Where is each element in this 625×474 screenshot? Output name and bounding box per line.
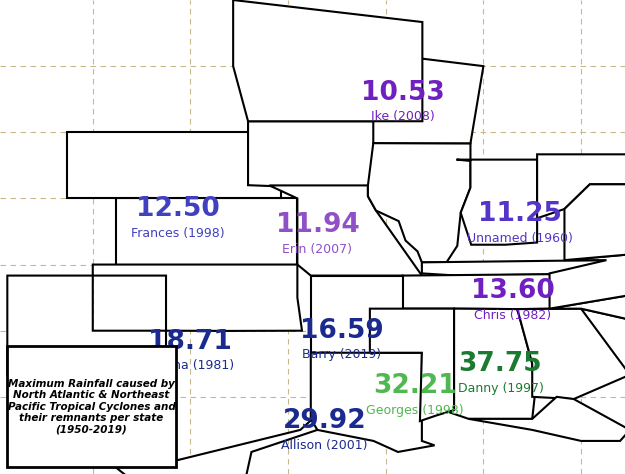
Polygon shape [116, 199, 298, 264]
Polygon shape [92, 264, 302, 331]
Text: 32.21: 32.21 [373, 373, 457, 399]
Text: Allison (2001): Allison (2001) [281, 439, 368, 452]
Text: Ike (2008): Ike (2008) [371, 110, 435, 123]
Polygon shape [564, 184, 625, 260]
Text: 10.53: 10.53 [361, 80, 445, 106]
Polygon shape [549, 274, 625, 333]
Polygon shape [269, 185, 422, 282]
Text: Norma (1981): Norma (1981) [147, 359, 234, 373]
Polygon shape [581, 309, 625, 375]
Text: 11.94: 11.94 [276, 212, 359, 238]
Polygon shape [248, 121, 377, 190]
Text: 37.75: 37.75 [459, 351, 542, 377]
Text: Maximum Rainfall caused by
North Atlantic & Northeast
Pacific Tropical Cyclones : Maximum Rainfall caused by North Atlanti… [8, 379, 176, 435]
Text: Unnamed (1960): Unnamed (1960) [467, 232, 573, 245]
Polygon shape [233, 0, 422, 121]
Text: Chris (1982): Chris (1982) [474, 309, 551, 322]
Polygon shape [67, 132, 281, 199]
Text: Harvey (2017): Harvey (2017) [36, 426, 126, 438]
Polygon shape [518, 309, 625, 399]
Text: 60.58: 60.58 [39, 395, 122, 421]
Text: Frances (1998): Frances (1998) [131, 227, 225, 240]
Polygon shape [311, 275, 422, 353]
Text: Danny (1997): Danny (1997) [458, 382, 543, 394]
Text: Erin (2007): Erin (2007) [282, 243, 352, 255]
Polygon shape [339, 48, 483, 143]
Polygon shape [402, 273, 614, 309]
Polygon shape [456, 160, 537, 245]
Text: Georges (1998): Georges (1998) [366, 403, 464, 417]
Polygon shape [469, 397, 625, 441]
Text: 18.71: 18.71 [149, 329, 232, 355]
Polygon shape [370, 309, 454, 421]
Text: 11.25: 11.25 [478, 201, 562, 227]
FancyBboxPatch shape [8, 346, 176, 467]
Text: 12.50: 12.50 [136, 196, 220, 222]
Text: 16.59: 16.59 [300, 318, 384, 344]
Polygon shape [422, 260, 614, 275]
Polygon shape [368, 143, 471, 262]
Text: Barry (2019): Barry (2019) [302, 348, 381, 362]
Polygon shape [549, 243, 625, 309]
Polygon shape [537, 155, 625, 218]
Polygon shape [449, 309, 534, 419]
Polygon shape [8, 275, 318, 474]
Polygon shape [311, 353, 434, 452]
Text: 13.60: 13.60 [471, 278, 554, 304]
Text: 29.92: 29.92 [283, 408, 366, 434]
